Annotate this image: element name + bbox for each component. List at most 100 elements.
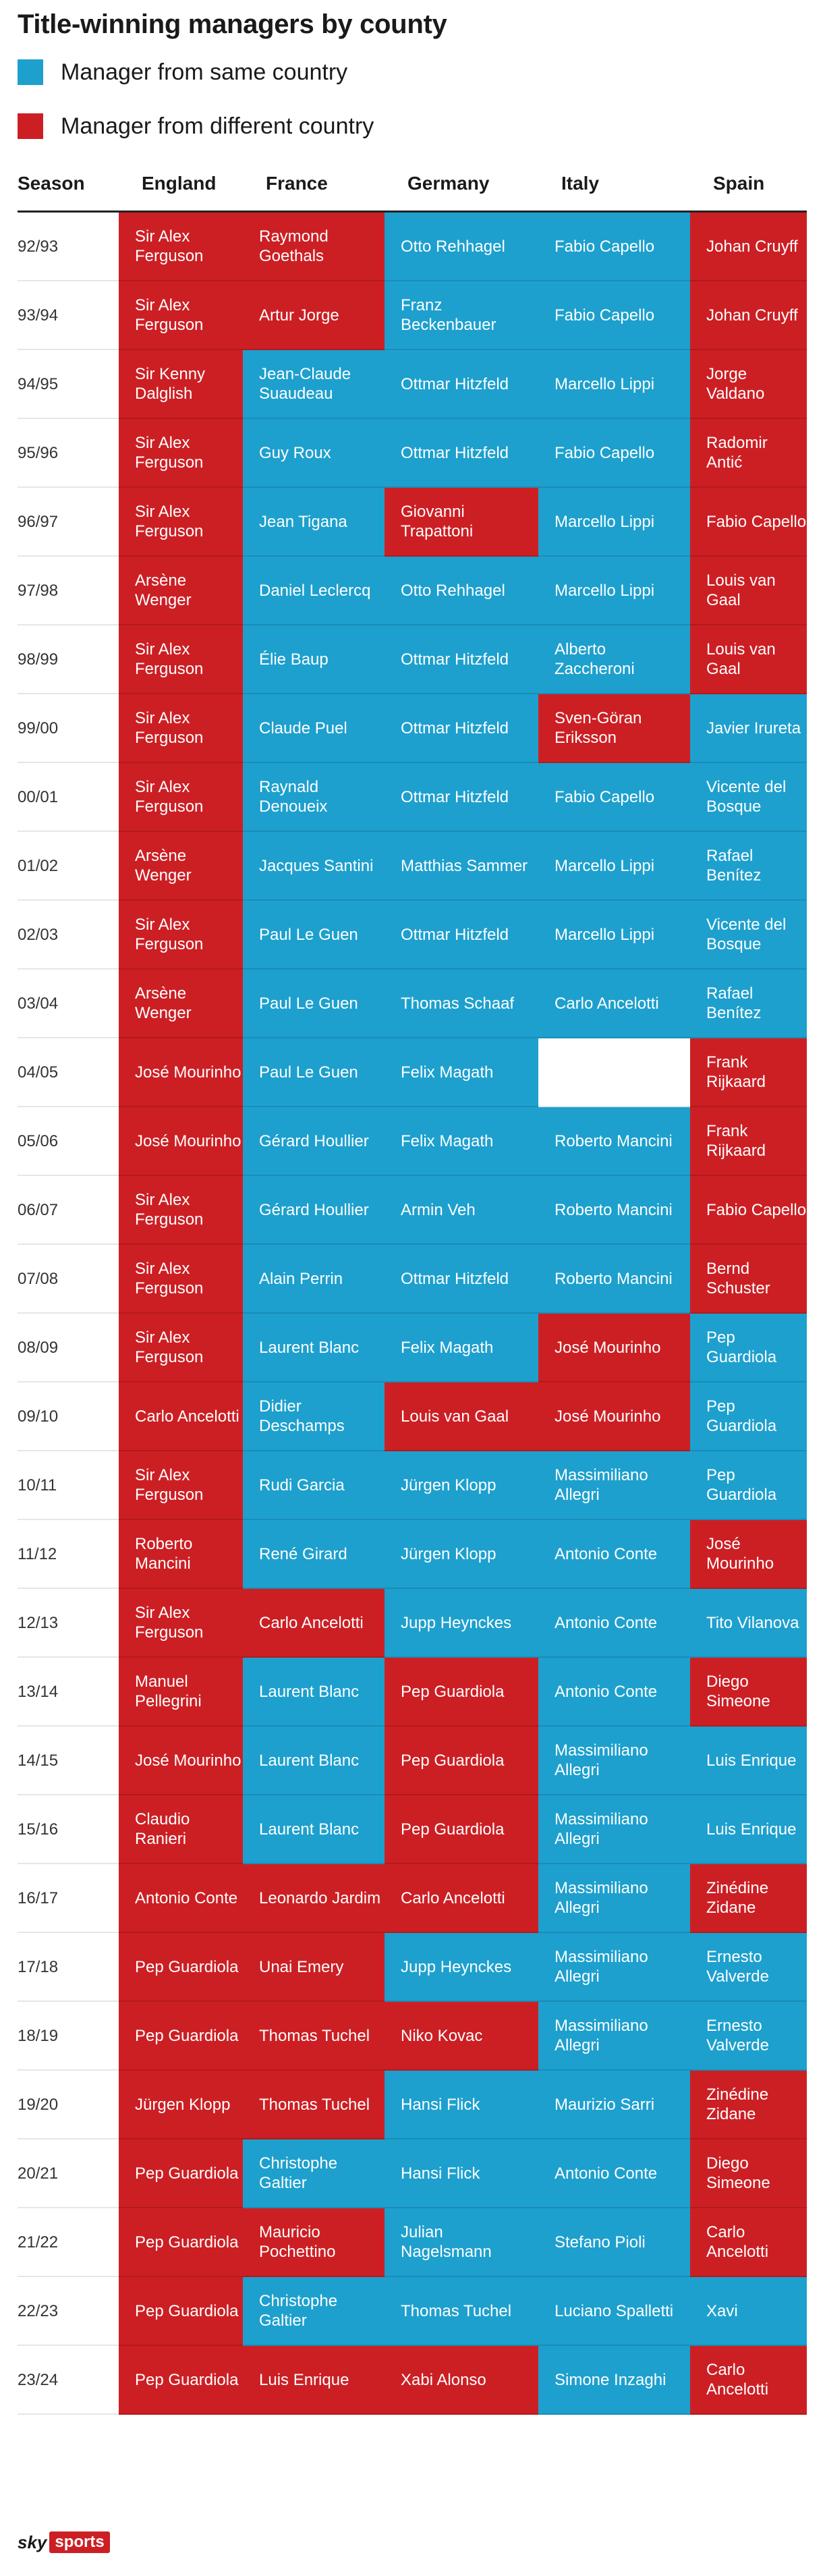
manager-cell-spain: Pep Guardiola	[690, 1451, 807, 1520]
table-row: 21/22 Pep Guardiola Mauricio Pochettino Jul…	[18, 2208, 807, 2277]
manager-cell-france: Unai Emery	[243, 1932, 385, 2002]
manager-cell-france: Christophe Galtier	[243, 2276, 385, 2346]
manager-cell-france: Rudi Garcia	[243, 1451, 385, 1520]
column-header-spain: Spain	[713, 173, 765, 194]
manager-cell-france: Carlo Ancelotti	[243, 1588, 385, 1658]
manager-cell-spain: Luis Enrique	[690, 1726, 807, 1795]
manager-cell-germany: Pep Guardiola	[385, 1657, 538, 1727]
manager-cell-germany: Otto Rehhagel	[385, 213, 538, 281]
season-label: 20/21	[18, 2139, 119, 2208]
manager-cell-france: Christophe Galtier	[243, 2139, 385, 2208]
manager-cell-england: Antonio Conte	[119, 1864, 243, 1933]
table-row: 18/19 Pep Guardiola Thomas Tuchel Niko Kova…	[18, 2001, 807, 2071]
manager-cell-england: Sir Alex Ferguson	[119, 762, 243, 832]
table-row: 13/14 Manuel Pellegrini Laurent Blanc Pep G…	[18, 1657, 807, 1727]
manager-cell-england: Sir Alex Ferguson	[119, 418, 243, 488]
chart-title: Title-winning managers by county	[18, 9, 447, 39]
manager-cell-france: René Girard	[243, 1519, 385, 1589]
manager-cell-england: Sir Alex Ferguson	[119, 213, 243, 281]
manager-cell-italy: Roberto Mancini	[538, 1244, 690, 1314]
manager-cell-france: Alain Perrin	[243, 1244, 385, 1314]
manager-cell-spain: Frank Rijkaard	[690, 1038, 807, 1107]
manager-cell-england: Sir Alex Ferguson	[119, 1451, 243, 1520]
column-header-france: France	[266, 173, 328, 194]
manager-cell-italy: Massimiliano Allegri	[538, 1451, 690, 1520]
manager-cell-england: Pep Guardiola	[119, 2208, 243, 2277]
manager-cell-france: Élie Baup	[243, 625, 385, 694]
manager-cell-italy: José Mourinho	[538, 1382, 690, 1451]
manager-cell-germany: Armin Veh	[385, 1175, 538, 1245]
manager-cell-italy: Carlo Ancelotti	[538, 969, 690, 1038]
manager-cell-spain: Rafael Benítez	[690, 969, 807, 1038]
manager-cell-spain: Fabio Capello	[690, 487, 807, 557]
season-label: 06/07	[18, 1175, 119, 1245]
sky-sports-logo: sky sports	[18, 2531, 110, 2553]
season-label: 95/96	[18, 418, 119, 488]
season-label: 16/17	[18, 1864, 119, 1933]
manager-cell-spain: Zinédine Zidane	[690, 1864, 807, 1933]
manager-cell-england: Sir Alex Ferguson	[119, 1588, 243, 1658]
column-header-germany: Germany	[407, 173, 490, 194]
manager-cell-italy: Fabio Capello	[538, 213, 690, 281]
table-row: 11/12 Roberto Mancini René Girard Jürgen Kl…	[18, 1519, 807, 1589]
manager-cell-germany: Felix Magath	[385, 1038, 538, 1107]
season-label: 11/12	[18, 1519, 119, 1589]
table-row: 98/99 Sir Alex Ferguson Élie Baup Ottmar Hi…	[18, 625, 807, 694]
season-label: 92/93	[18, 213, 119, 281]
manager-cell-italy: Massimiliano Allegri	[538, 1726, 690, 1795]
legend-item-same: Manager from same country	[18, 55, 347, 89]
header-divider	[18, 211, 807, 213]
manager-cell-spain: Pep Guardiola	[690, 1382, 807, 1451]
manager-cell-germany: Thomas Schaaf	[385, 969, 538, 1038]
manager-cell-france: Jean Tigana	[243, 487, 385, 557]
season-label: 98/99	[18, 625, 119, 694]
table-row: 06/07 Sir Alex Ferguson Gérard Houllier Arm…	[18, 1175, 807, 1245]
manager-cell-germany: Thomas Tuchel	[385, 2276, 538, 2346]
legend-label-different: Manager from different country	[61, 113, 374, 139]
table-row: 12/13 Sir Alex Ferguson Carlo Ancelotti Jup…	[18, 1588, 807, 1658]
season-label: 99/00	[18, 694, 119, 763]
manager-cell-spain: Ernesto Valverde	[690, 1932, 807, 2002]
table-row: 09/10 Carlo Ancelotti Didier Deschamps Loui…	[18, 1382, 807, 1451]
manager-cell-spain: Carlo Ancelotti	[690, 2345, 807, 2415]
manager-cell-france: Gérard Houllier	[243, 1107, 385, 1176]
season-label: 09/10	[18, 1382, 119, 1451]
manager-cell-germany: Ottmar Hitzfeld	[385, 694, 538, 763]
manager-cell-england: Sir Alex Ferguson	[119, 625, 243, 694]
manager-cell-england: Arsène Wenger	[119, 969, 243, 1038]
manager-cell-spain: Johan Cruyff	[690, 281, 807, 350]
legend-swatch-different	[18, 113, 43, 139]
manager-cell-england: Pep Guardiola	[119, 2139, 243, 2208]
legend-swatch-same	[18, 59, 43, 85]
manager-cell-italy: Luciano Spalletti	[538, 2276, 690, 2346]
season-label: 08/09	[18, 1313, 119, 1382]
table-row: 14/15 José Mourinho Laurent Blanc Pep Guard…	[18, 1726, 807, 1795]
manager-cell-england: Pep Guardiola	[119, 1932, 243, 2002]
season-label: 18/19	[18, 2001, 119, 2071]
manager-cell-spain: Rafael Benítez	[690, 831, 807, 901]
manager-cell-spain: Vicente del Bosque	[690, 762, 807, 832]
logo-sports-text: sports	[49, 2531, 110, 2553]
manager-cell-england: José Mourinho	[119, 1726, 243, 1795]
manager-cell-england: Pep Guardiola	[119, 2001, 243, 2071]
table-row: 05/06 José Mourinho Gérard Houllier Felix M…	[18, 1107, 807, 1176]
table-row: 22/23 Pep Guardiola Christophe Galtier Thom…	[18, 2276, 807, 2346]
manager-cell-france: Raymond Goethals	[243, 213, 385, 281]
manager-cell-spain: Tito Vilanova	[690, 1588, 807, 1658]
table-row: 95/96 Sir Alex Ferguson Guy Roux Ottmar Hit…	[18, 418, 807, 488]
season-label: 15/16	[18, 1795, 119, 1864]
manager-cell-italy: Roberto Mancini	[538, 1107, 690, 1176]
manager-cell-germany: Ottmar Hitzfeld	[385, 900, 538, 970]
manager-cell-spain: Louis van Gaal	[690, 556, 807, 625]
season-label: 22/23	[18, 2276, 119, 2346]
manager-cell-france: Gérard Houllier	[243, 1175, 385, 1245]
table-row: 92/93 Sir Alex Ferguson Raymond Goethals Ot…	[18, 213, 807, 281]
manager-cell-france: Mauricio Pochettino	[243, 2208, 385, 2277]
manager-cell-germany: Pep Guardiola	[385, 1795, 538, 1864]
season-label: 10/11	[18, 1451, 119, 1520]
season-label: 12/13	[18, 1588, 119, 1658]
manager-cell-italy: Sven-Göran Eriksson	[538, 694, 690, 763]
manager-cell-spain: Radomir Antić	[690, 418, 807, 488]
manager-cell-spain: Javier Irureta	[690, 694, 807, 763]
manager-cell-england: Sir Alex Ferguson	[119, 487, 243, 557]
